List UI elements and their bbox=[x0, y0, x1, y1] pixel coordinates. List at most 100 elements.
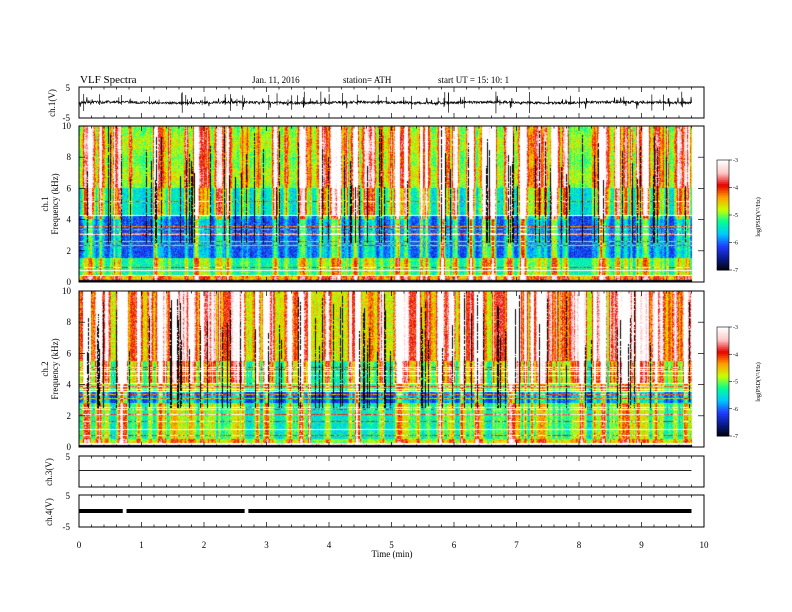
x-tick-label: 1 bbox=[139, 540, 144, 550]
colorbar-swatch bbox=[717, 416, 729, 419]
colorbar-swatch bbox=[717, 196, 729, 199]
colorbar-swatch bbox=[717, 388, 729, 392]
colorbar-swatch bbox=[717, 394, 729, 397]
colorbar-swatch bbox=[717, 200, 729, 203]
colorbar-swatch bbox=[717, 374, 729, 377]
colorbar-swatch bbox=[717, 244, 729, 247]
ch1-ylabel: ch.1(V) bbox=[47, 89, 57, 117]
spectrogram-raster bbox=[79, 126, 704, 282]
colorbar-swatch bbox=[717, 218, 729, 221]
freq-tick-label: 2 bbox=[67, 411, 72, 421]
ch2-colorbar-label: log(PSD(V²/Hz) bbox=[755, 362, 762, 401]
colorbar-tick-label: -6 bbox=[733, 407, 738, 413]
colorbar-swatch bbox=[717, 180, 729, 183]
colorbar-swatch bbox=[717, 165, 729, 168]
colorbar-swatch bbox=[717, 363, 729, 366]
colorbar-swatch bbox=[717, 207, 729, 210]
colorbar-swatch bbox=[717, 392, 729, 395]
colorbar-swatch bbox=[717, 189, 729, 192]
colorbar-swatch bbox=[717, 425, 729, 428]
ch3-waveform-panel: 5 ch.3(V) bbox=[44, 452, 705, 488]
ch4-trace-segment bbox=[126, 509, 245, 513]
time-axis-tick-labels: 0 1 2 3 4 5 6 7 8 9 10 bbox=[77, 540, 709, 550]
x-tick-label: 8 bbox=[577, 540, 582, 550]
colorbar-swatch bbox=[717, 251, 729, 254]
colorbar-swatch bbox=[717, 430, 729, 433]
ch3-axis-ticks bbox=[78, 456, 705, 487]
ch3-ylabel: ch.3(V) bbox=[44, 458, 54, 486]
colorbar-swatch bbox=[717, 182, 729, 185]
colorbar-swatch bbox=[717, 341, 729, 344]
colorbar-swatch bbox=[717, 354, 729, 357]
colorbar-swatch bbox=[717, 377, 729, 381]
colorbar-swatch bbox=[717, 213, 729, 216]
colorbar-swatch bbox=[717, 379, 729, 382]
colorbar-swatch bbox=[717, 204, 729, 207]
colorbar-swatch bbox=[717, 327, 729, 330]
ch1-ytick-top: 5 bbox=[66, 83, 71, 93]
freq-tick-label: 10 bbox=[62, 286, 72, 296]
colorbar-swatch bbox=[717, 224, 729, 227]
colorbar-swatch bbox=[717, 237, 729, 240]
x-tick-label: 9 bbox=[639, 540, 644, 550]
colorbar-swatch bbox=[717, 396, 729, 399]
x-tick-label: 0 bbox=[77, 540, 82, 550]
colorbar-swatch bbox=[717, 185, 729, 188]
colorbar-swatch bbox=[717, 259, 729, 262]
ch1-spectrogram-image bbox=[79, 126, 704, 282]
ch2-spec-axis-ticks bbox=[78, 290, 705, 448]
ch4-ytick-bottom: -5 bbox=[63, 522, 71, 532]
date-label: Jan. 11, 2016 bbox=[252, 75, 300, 85]
ch1-waveform-trace bbox=[78, 91, 692, 114]
colorbar-swatch bbox=[717, 257, 729, 260]
colorbar-swatch bbox=[717, 161, 729, 165]
colorbar-swatch bbox=[717, 187, 729, 190]
colorbar-swatch bbox=[717, 428, 729, 432]
colorbar-swatch bbox=[717, 178, 729, 181]
colorbar-swatch bbox=[717, 434, 729, 437]
colorbar-swatch bbox=[717, 348, 729, 352]
freq-tick-label: 0 bbox=[67, 277, 72, 287]
ch1-spec-ytick-labels: 0 2 4 6 8 10 bbox=[62, 121, 72, 287]
ch1-colorbar-label: log(PSD(V²/Hz) bbox=[755, 197, 762, 236]
colorbar-swatch bbox=[717, 334, 729, 337]
colorbar-tick-label: -7 bbox=[733, 434, 738, 440]
colorbar-swatch bbox=[717, 356, 729, 359]
colorbar-swatch bbox=[717, 268, 729, 271]
freq-tick-label: 6 bbox=[67, 348, 72, 358]
colorbar-swatch bbox=[717, 215, 729, 218]
colorbar-swatch bbox=[717, 262, 729, 265]
x-tick-label: 5 bbox=[389, 540, 394, 550]
colorbar-swatch bbox=[717, 376, 729, 379]
time-axis-label: Time (min) bbox=[372, 549, 413, 559]
colorbar-swatch bbox=[717, 330, 729, 333]
ch1-spec-channel-label: ch.1 bbox=[40, 196, 50, 211]
colorbar-swatch bbox=[717, 163, 729, 166]
colorbar-swatch bbox=[717, 220, 729, 223]
x-tick-label: 3 bbox=[264, 540, 269, 550]
colorbar-swatch bbox=[717, 266, 729, 269]
colorbar-swatch bbox=[717, 336, 729, 339]
ch2-colorbar: -3 -4 -5 -6 -7 bbox=[716, 325, 738, 440]
colorbar-tick-label: -6 bbox=[733, 241, 738, 247]
ch3-ytick-top: 5 bbox=[66, 452, 71, 462]
colorbar-swatch bbox=[717, 426, 729, 430]
colorbar-swatch bbox=[717, 198, 729, 201]
colorbar-swatch bbox=[717, 357, 729, 361]
freq-tick-label: 8 bbox=[67, 152, 72, 162]
colorbar-swatch bbox=[717, 390, 729, 393]
colorbar-swatch bbox=[717, 410, 729, 413]
colorbar-swatch bbox=[717, 226, 729, 229]
station-label: station= ATH bbox=[343, 75, 392, 85]
colorbar-swatch bbox=[717, 368, 729, 372]
colorbar-swatch bbox=[717, 386, 729, 390]
freq-tick-label: 8 bbox=[67, 317, 72, 327]
colorbar-swatch bbox=[717, 238, 729, 242]
colorbar-swatch bbox=[717, 345, 729, 348]
colorbar-swatch bbox=[717, 408, 729, 412]
colorbar-swatch bbox=[717, 397, 729, 401]
ch1-waveform-panel: 5 -5 ch.1(V) bbox=[47, 83, 705, 123]
colorbar-swatch bbox=[717, 253, 729, 256]
